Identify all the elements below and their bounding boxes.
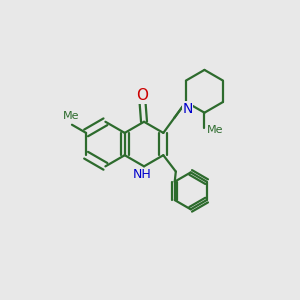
Text: Me: Me bbox=[63, 111, 79, 122]
Text: Me: Me bbox=[207, 124, 223, 135]
Text: N: N bbox=[182, 101, 193, 116]
Text: O: O bbox=[136, 88, 148, 104]
Text: NH: NH bbox=[133, 168, 152, 181]
